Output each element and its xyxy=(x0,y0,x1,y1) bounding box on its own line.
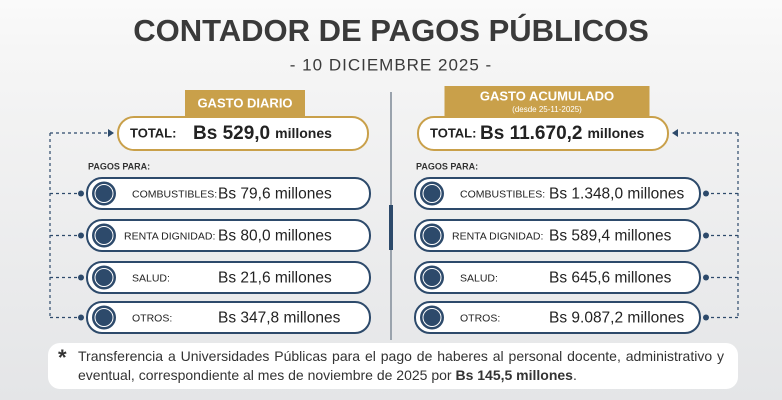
total-unit: millones xyxy=(587,125,644,141)
item-value: Bs 1.348,0 millones xyxy=(549,186,685,203)
total-value: Bs 529,0 xyxy=(193,123,270,144)
arrow-head xyxy=(672,129,678,137)
item-value: Bs 9.087,2 millones xyxy=(549,310,685,327)
item-label: COMBUSTIBLES: xyxy=(460,188,545,200)
item-label: OTROS: xyxy=(132,312,172,324)
title: CONTADOR DE PAGOS PÚBLICOS xyxy=(133,12,649,48)
bracket-dot xyxy=(703,274,709,281)
item-label: OTROS: xyxy=(460,312,500,324)
total-pill xyxy=(117,116,369,151)
item-icon xyxy=(420,305,444,330)
item-icon-ring xyxy=(422,308,442,327)
item-pill xyxy=(414,177,701,210)
item-pill xyxy=(86,301,371,334)
item-label: RENTA DIGNIDAD: xyxy=(124,230,215,242)
item-value: Bs 80,0 millones xyxy=(218,228,332,245)
item-icon xyxy=(420,223,444,248)
bracket-dot xyxy=(78,232,84,239)
bracket-dot xyxy=(78,314,84,321)
total-amount: Bs 529,0 millones xyxy=(193,123,332,144)
date: - 10 DICIEMBRE 2025 - xyxy=(290,55,492,74)
section-label: PAGOS PARA: xyxy=(416,161,478,171)
item-pill xyxy=(86,219,371,252)
footnote-end: . xyxy=(572,367,577,383)
item-icon xyxy=(92,223,116,248)
footnote-text: Transferencia a Universidades Públicas p… xyxy=(78,348,724,383)
footnote-emphasis: Bs 145,5 millones xyxy=(455,367,573,383)
item-icon xyxy=(420,181,444,206)
item-icon-ring xyxy=(422,226,442,245)
total-label: TOTAL: xyxy=(130,125,176,140)
item-value: Bs 21,6 millones xyxy=(218,270,332,287)
tab-title: GASTO DIARIO xyxy=(197,95,292,110)
total-amount: Bs 11.670,2 millones xyxy=(480,123,644,144)
section-label: PAGOS PARA: xyxy=(88,161,150,171)
tab xyxy=(185,90,305,117)
item-icon-ring xyxy=(94,226,114,245)
item-pill xyxy=(414,301,701,334)
item-label: SALUD: xyxy=(132,272,170,284)
item-label: RENTA DIGNIDAD: xyxy=(452,230,543,242)
total-pill xyxy=(417,116,669,151)
item-icon-ring xyxy=(94,308,114,327)
footnote-marker: * xyxy=(58,345,67,370)
item-label: SALUD: xyxy=(460,272,498,284)
item-icon xyxy=(420,265,444,290)
bracket-dot xyxy=(703,232,709,239)
item-pill xyxy=(414,261,701,294)
total-label: TOTAL: xyxy=(430,125,476,140)
tab-title: GASTO ACUMULADO xyxy=(480,88,614,103)
item-icon xyxy=(92,305,116,330)
item-icon-ring xyxy=(422,268,442,287)
item-pill xyxy=(86,177,371,210)
bracket-dot xyxy=(703,190,709,197)
bracket-dot xyxy=(703,314,709,321)
item-icon-ring xyxy=(422,184,442,203)
item-value: Bs 589,4 millones xyxy=(549,228,672,245)
item-pill xyxy=(86,261,371,294)
item-value: Bs 645,6 millones xyxy=(549,270,672,287)
bracket-dot xyxy=(78,274,84,281)
footnote: * Transferencia a Universidades Públicas… xyxy=(48,343,738,389)
tab xyxy=(444,86,650,117)
total-value: Bs 11.670,2 xyxy=(480,123,582,144)
item-value: Bs 79,6 millones xyxy=(218,186,332,203)
item-icon-ring xyxy=(94,268,114,287)
item-icon-ring xyxy=(94,184,114,203)
item-icon xyxy=(92,181,116,206)
item-value: Bs 347,8 millones xyxy=(218,310,341,327)
item-icon xyxy=(92,265,116,290)
item-label: COMBUSTIBLES: xyxy=(132,188,217,200)
arrow-head xyxy=(108,129,114,137)
item-pill xyxy=(414,219,701,252)
total-unit: millones xyxy=(275,125,332,141)
tab-subtitle: (desde 25-11-2025) xyxy=(512,105,582,114)
bracket-dot xyxy=(78,190,84,197)
